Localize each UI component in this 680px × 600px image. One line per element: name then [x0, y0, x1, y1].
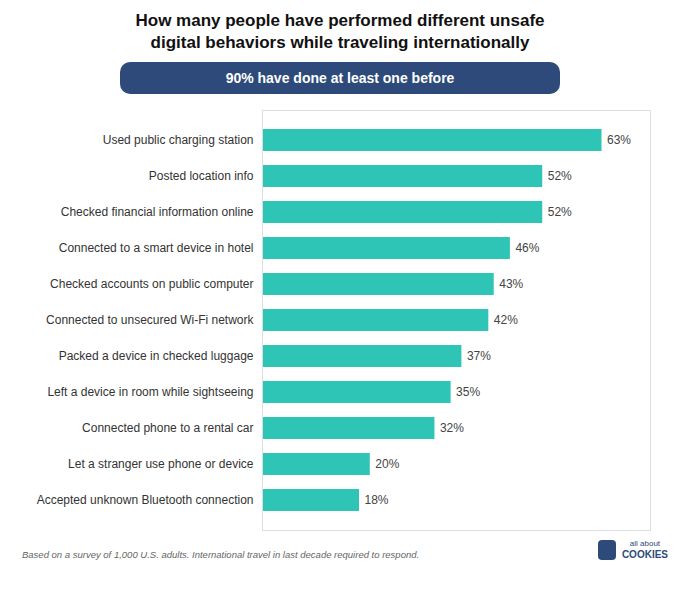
svg-text:52%: 52%: [548, 206, 572, 220]
svg-text:32%: 32%: [440, 422, 464, 436]
svg-text:Connected to a smart device in: Connected to a smart device in hotel: [59, 242, 254, 256]
svg-text:Let a stranger use phone or de: Let a stranger use phone or device: [68, 458, 254, 472]
svg-text:63%: 63%: [607, 134, 631, 148]
svg-text:Accepted unknown Bluetooth con: Accepted unknown Bluetooth connection: [37, 494, 254, 508]
svg-text:42%: 42%: [494, 314, 518, 328]
svg-text:Used public charging station: Used public charging station: [103, 134, 254, 148]
html-text:Based on a survey of 1,000 U.S: Based on a survey of 1,000 U.S. adults. …: [22, 549, 420, 561]
html-text:all about: all about: [629, 539, 661, 549]
html-text:COOKIES: COOKIES: [621, 549, 668, 561]
svg-text:43%: 43%: [499, 278, 523, 292]
svg-text:18%: 18%: [365, 494, 389, 508]
svg-text:Posted location info: Posted location info: [149, 170, 254, 184]
svg-text:46%: 46%: [515, 242, 539, 256]
svg-text:20%: 20%: [375, 458, 399, 472]
svg-text:Connected to unsecured Wi-Fi n: Connected to unsecured Wi-Fi network: [46, 314, 254, 328]
svg-text:Left a device in room while si: Left a device in room while sightseeing: [47, 386, 253, 400]
svg-text:37%: 37%: [467, 350, 491, 364]
svg-text:Connected phone to a rental ca: Connected phone to a rental car: [82, 422, 253, 436]
svg-text:52%: 52%: [548, 170, 572, 184]
html-text:90% have done at least one bef: 90% have done at least one before: [225, 70, 455, 87]
svg-text:35%: 35%: [456, 386, 480, 400]
svg-text:Checked accounts on public com: Checked accounts on public computer: [50, 278, 253, 292]
html-text:How many people have performed: How many people have performed different…: [135, 11, 545, 53]
svg-text:Checked financial information: Checked financial information online: [61, 206, 254, 220]
svg-text:Packed a device in checked lug: Packed a device in checked luggage: [59, 350, 254, 364]
